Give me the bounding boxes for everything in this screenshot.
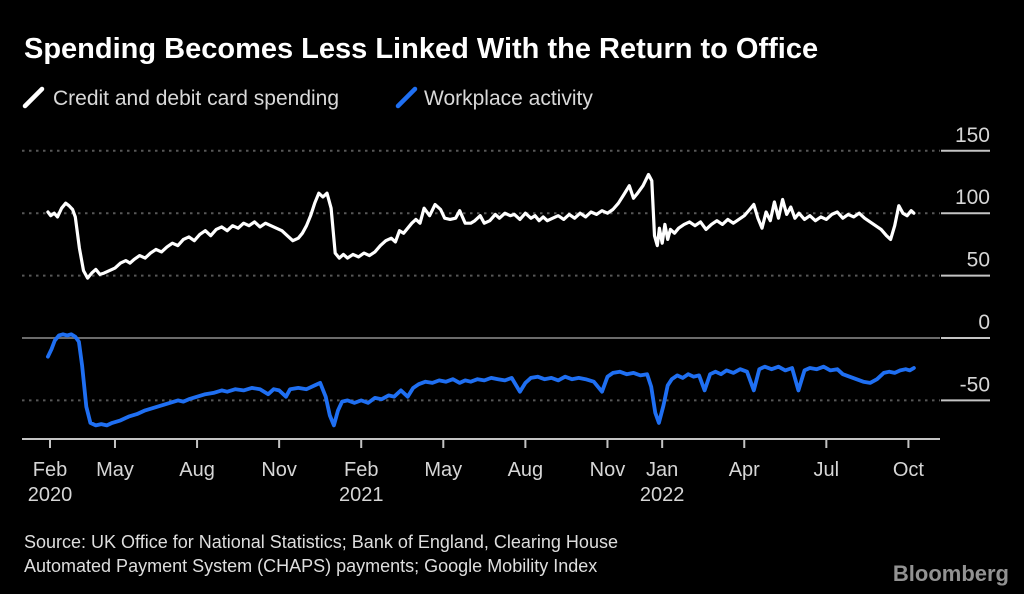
x-tick-label: Nov	[261, 459, 297, 481]
workplace-activity-line	[46, 332, 916, 428]
y-tick-label: 150	[955, 124, 990, 147]
x-tick-label: Feb	[33, 459, 67, 481]
card-spending-line	[46, 172, 916, 280]
legend-marker-card-spending-icon	[22, 86, 45, 109]
page-title: Spending Becomes Less Linked With the Re…	[24, 33, 818, 65]
legend-marker-workplace-icon	[395, 86, 418, 109]
x-tick-label: Jul	[814, 459, 840, 481]
y-tick-label: -50	[960, 373, 990, 396]
x-axis: Feb 2020 May Aug Nov Feb 2021 May Aug Nov Jan 2022 A…	[22, 438, 940, 506]
x-tick-label: Oct	[893, 459, 925, 481]
x-tick-year-label: 2022	[640, 484, 685, 506]
y-tick-label: 100	[955, 186, 990, 209]
bloomberg-logo: Bloomberg	[893, 561, 1009, 586]
series-lines	[46, 172, 916, 428]
x-tick-year-label: 2020	[28, 484, 73, 506]
x-tick-label: Feb	[344, 459, 378, 481]
x-tick-label: Nov	[590, 459, 626, 481]
legend-item-workplace: Workplace activity	[424, 87, 593, 110]
x-tick-label: Aug	[179, 459, 215, 481]
x-tick-label: May	[424, 459, 462, 481]
legend-item-card-spending: Credit and debit card spending	[53, 87, 339, 110]
y-gridlines	[22, 149, 990, 402]
x-tick-label: Apr	[729, 459, 760, 481]
source-line-2: Automated Payment System (CHAPS) payment…	[24, 556, 597, 576]
legend: Credit and debit card spending Workplace…	[22, 86, 593, 110]
y-tick-label: 0	[978, 311, 990, 334]
y-tick-label: 50	[967, 249, 990, 272]
x-tick-label: Aug	[508, 459, 544, 481]
x-tick-year-label: 2021	[339, 484, 384, 506]
y-axis-labels: 150 100 50 0 -50	[955, 124, 990, 397]
x-tick-label: May	[96, 459, 134, 481]
source-line-1: Source: UK Office for National Statistic…	[24, 532, 618, 552]
x-tick-label: Jan	[646, 459, 678, 481]
